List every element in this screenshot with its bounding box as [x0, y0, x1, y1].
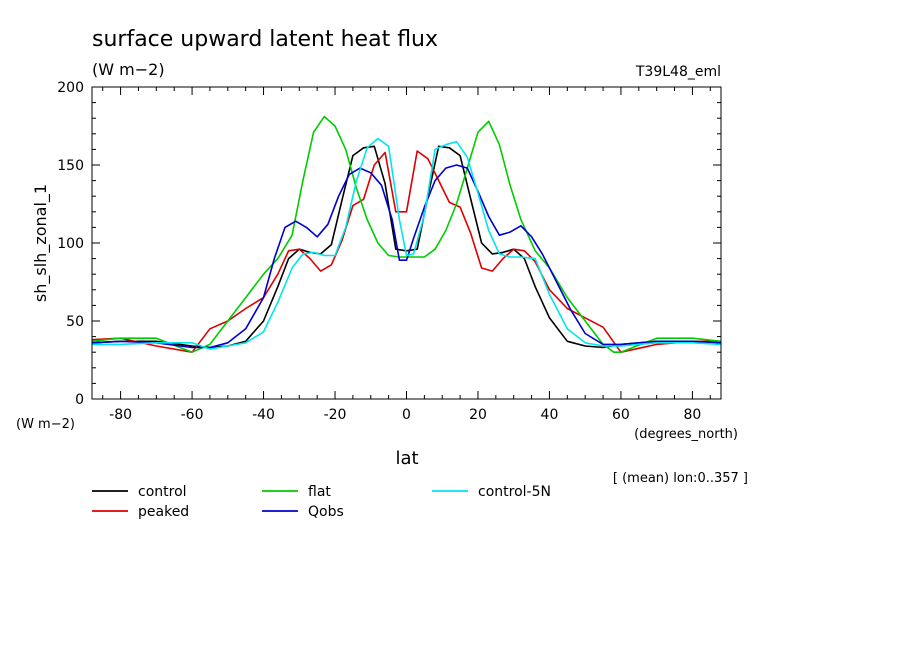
x-tick-label: 60 [612, 407, 630, 423]
y-axis-unit: (W m−2) [16, 417, 75, 432]
y-tick-label: 100 [57, 236, 84, 252]
x-tick-label: -20 [324, 407, 347, 423]
x-axis-label: lat [395, 448, 418, 469]
legend-label: Qobs [308, 504, 344, 520]
series-line-Qobs [91, 164, 722, 349]
legend-label: peaked [138, 504, 189, 520]
x-tick-label: 80 [683, 407, 701, 423]
series-lines [91, 115, 722, 354]
chart-title: surface upward latent heat flux [92, 27, 438, 52]
series-line-peaked [91, 150, 721, 354]
y-tick-label: 150 [57, 158, 84, 174]
x-tick-label: 40 [541, 407, 559, 423]
series-line-control-5N [92, 137, 722, 350]
y-tick-label: 50 [66, 314, 84, 330]
x-tick-label: -40 [252, 407, 275, 423]
series-line-flat [91, 115, 722, 354]
series-line-control [91, 145, 722, 349]
legend-label: flat [308, 484, 331, 500]
chart-subtitle: (W m−2) [92, 60, 165, 79]
x-axis-unit: (degrees_north) [634, 427, 738, 442]
x-tick-label: 0 [402, 407, 411, 423]
axes: -80 -60 -40 -20 0 20 40 60 80 0 50 100 150 200 [57, 80, 721, 423]
plot-frame [91, 86, 722, 400]
footnote: [ (mean) lon:0..357 ] [613, 471, 748, 486]
y-axis-label: sh_slh_zonal_1 [31, 184, 51, 302]
x-tick-label: -60 [181, 407, 204, 423]
x-tick-label: -80 [109, 407, 132, 423]
run-label: T39L48_eml [635, 64, 721, 80]
legend: control peaked flat Qobs control-5N [92, 484, 551, 520]
legend-label: control [138, 484, 187, 500]
legend-label: control-5N [478, 484, 551, 500]
y-tick-label: 0 [75, 392, 84, 408]
y-tick-label: 200 [57, 80, 84, 96]
x-tick-label: 20 [469, 407, 487, 423]
